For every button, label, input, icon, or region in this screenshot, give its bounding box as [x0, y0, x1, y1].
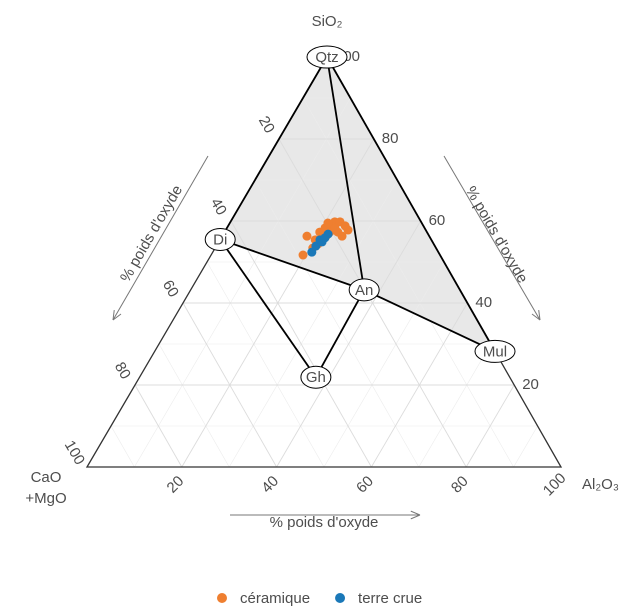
al2o3-tick-label: 40 [258, 473, 282, 497]
tie-line [219, 238, 317, 378]
grid-line [302, 97, 514, 468]
al2o3-tick-label: 80 [448, 473, 472, 497]
grid-line [110, 425, 135, 468]
tie-line [363, 289, 496, 353]
grid-line [206, 261, 325, 468]
tie-line [326, 56, 366, 291]
grid-line [228, 179, 398, 468]
grid-line [513, 425, 538, 468]
axis-arrow [112, 155, 209, 321]
data-point [343, 225, 353, 235]
data-point [302, 231, 312, 241]
legend-label: céramique [240, 590, 310, 606]
cao-tick-label: 80 [111, 359, 134, 382]
cao-axis-label: % poids d'oxyde [117, 182, 186, 285]
arrow-head [531, 313, 541, 321]
sio2-axis-label: % poids d'oxyde [462, 183, 531, 286]
vertex-label: Al₂O₃ [582, 476, 619, 493]
data-point [323, 218, 333, 228]
al2o3-axis-label: % poids d'oxyde [270, 514, 379, 531]
legend-label: terre crue [358, 590, 422, 606]
node-label: An [355, 282, 373, 299]
vertex-label: +MgO [25, 490, 66, 507]
grid-line [158, 343, 230, 468]
grid-line [230, 220, 372, 468]
grid-line [276, 220, 421, 468]
node-label: Mul [483, 343, 507, 360]
grid-line [254, 179, 420, 468]
grid-line [418, 343, 492, 468]
data-point [323, 229, 333, 239]
node [474, 339, 516, 363]
grid-line [134, 384, 183, 468]
node [204, 227, 236, 251]
node-label: Gh [306, 369, 326, 386]
arrow-head [538, 310, 541, 321]
node-label: Di [213, 231, 227, 248]
node [348, 278, 380, 302]
al2o3-tick-label: 100 [540, 470, 570, 500]
tie-line [315, 289, 365, 378]
node [300, 365, 332, 389]
vertex-label: CaO [31, 469, 62, 486]
data-point [298, 250, 308, 260]
node-label: Qtz [315, 49, 338, 66]
sio2-tick-label: 60 [429, 212, 446, 229]
vertex-label: SiO₂ [312, 13, 343, 30]
al2o3-tick-label: 60 [353, 473, 377, 497]
arrow-head [410, 514, 421, 520]
tie-line [219, 238, 365, 291]
cao-tick-label: 100 [61, 438, 88, 468]
cao-tick-label: 60 [159, 277, 182, 300]
al2o3-tick-label: 20 [164, 473, 188, 497]
shaded-field [220, 57, 496, 352]
tie-line [219, 56, 328, 240]
node [306, 45, 348, 69]
tie-line [326, 56, 496, 352]
grid-line [134, 97, 351, 468]
arrow-head [112, 313, 122, 321]
arrow-head [410, 510, 421, 516]
sio2-tick-label: 80 [382, 130, 399, 147]
grid-line [465, 384, 515, 468]
arrow-head [112, 310, 115, 321]
legend-marker [335, 593, 346, 603]
grid-line [182, 302, 277, 468]
data-point [330, 223, 340, 233]
sio2-tick-label: 40 [475, 294, 492, 311]
legend-marker [217, 593, 227, 603]
grid-line [323, 261, 445, 468]
data-point [317, 237, 327, 247]
axis-arrow [443, 155, 541, 321]
cao-tick-label: 40 [207, 195, 230, 218]
sio2-tick-label: 20 [522, 376, 539, 393]
cao-tick-label: 20 [255, 113, 278, 136]
